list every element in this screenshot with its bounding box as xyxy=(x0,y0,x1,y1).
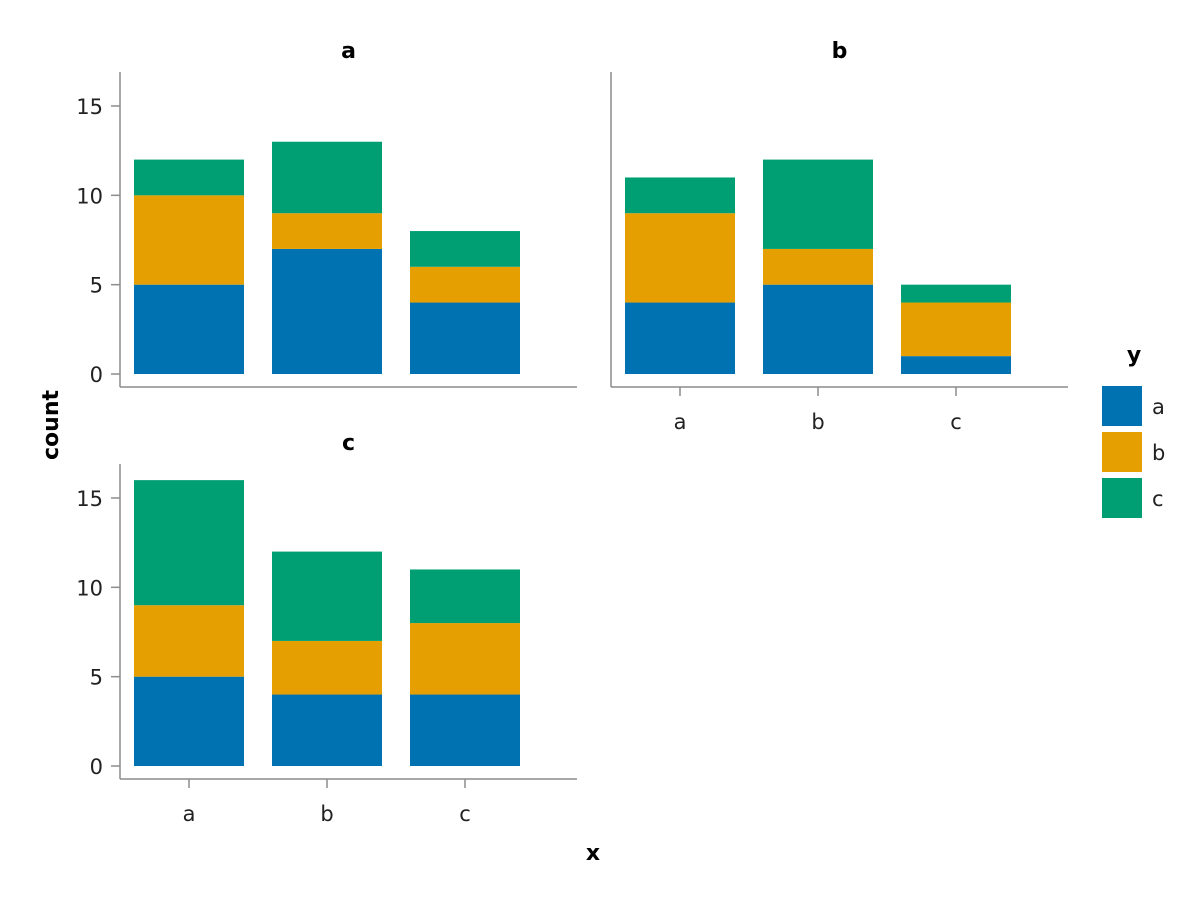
x-tick-label: b xyxy=(811,410,824,434)
x-tick-label: c xyxy=(459,802,471,826)
legend-label-c: c xyxy=(1152,487,1164,511)
legend: y abc xyxy=(1102,343,1165,518)
bar-segment-a-c-c xyxy=(410,231,520,267)
bar-segment-c-c-b xyxy=(410,623,520,695)
bar-segment-c-b-a xyxy=(272,694,382,766)
bar-segment-b-c-b xyxy=(901,302,1011,357)
bar-segment-c-c-c xyxy=(410,569,520,624)
facet-panels: a 0 5 10 15 b a b c c 0 5 10 15 a b c xyxy=(76,39,1068,826)
bar-segment-a-a-b xyxy=(134,195,244,285)
bar-segment-b-b-a xyxy=(763,284,873,374)
x-tick-label: a xyxy=(183,802,196,826)
x-tick-label: c xyxy=(950,410,962,434)
bar-segment-c-a-b xyxy=(134,605,244,677)
legend-title: y xyxy=(1127,343,1141,368)
bar-segment-a-b-a xyxy=(272,248,382,374)
bar-segment-c-a-c xyxy=(134,480,244,606)
x-tick-label: b xyxy=(320,802,333,826)
y-tick-label: 0 xyxy=(90,363,103,387)
legend-label-b: b xyxy=(1152,441,1165,465)
bar-segment-b-b-b xyxy=(763,248,873,285)
x-tick-label: a xyxy=(674,410,687,434)
bar-segment-a-a-c xyxy=(134,159,244,196)
y-tick-label: 5 xyxy=(90,666,103,690)
y-tick-label: 15 xyxy=(76,487,103,511)
legend-label-a: a xyxy=(1152,395,1165,419)
bar-segment-c-c-a xyxy=(410,694,520,766)
bar-segment-b-a-c xyxy=(625,177,735,214)
facet-title: c xyxy=(342,431,355,456)
y-tick-label: 10 xyxy=(76,576,103,600)
bar-segment-b-c-a xyxy=(901,356,1011,374)
facet-title: b xyxy=(832,39,848,64)
facet-panel-a: a 0 5 10 15 xyxy=(76,39,577,388)
bar-segment-b-c-c xyxy=(901,284,1011,303)
bar-segment-c-b-c xyxy=(272,551,382,641)
bar-segment-a-b-c xyxy=(272,141,382,214)
legend-swatch-b xyxy=(1102,432,1142,472)
bar-segment-b-a-a xyxy=(625,302,735,374)
y-tick-label: 5 xyxy=(90,274,103,298)
bar-segment-b-a-b xyxy=(625,213,735,303)
x-axis-title: x xyxy=(586,841,600,866)
facet-panel-c: c 0 5 10 15 a b c xyxy=(76,431,577,826)
legend-swatch-a xyxy=(1102,386,1142,426)
bar-segment-c-a-a xyxy=(134,676,244,766)
bar-segment-a-a-a xyxy=(134,284,244,374)
facet-title: a xyxy=(341,39,356,64)
y-tick-label: 0 xyxy=(90,755,103,779)
y-tick-label: 15 xyxy=(76,95,103,119)
bar-segment-a-b-b xyxy=(272,213,382,249)
y-axis-title: count xyxy=(39,390,64,460)
bar-segment-b-b-c xyxy=(763,159,873,249)
y-tick-label: 10 xyxy=(76,184,103,208)
legend-swatch-c xyxy=(1102,478,1142,518)
bar-segment-a-c-a xyxy=(410,302,520,374)
bar-segment-a-c-b xyxy=(410,266,520,303)
facet-panel-b: b a b c xyxy=(610,39,1068,434)
bar-segment-c-b-b xyxy=(272,640,382,695)
